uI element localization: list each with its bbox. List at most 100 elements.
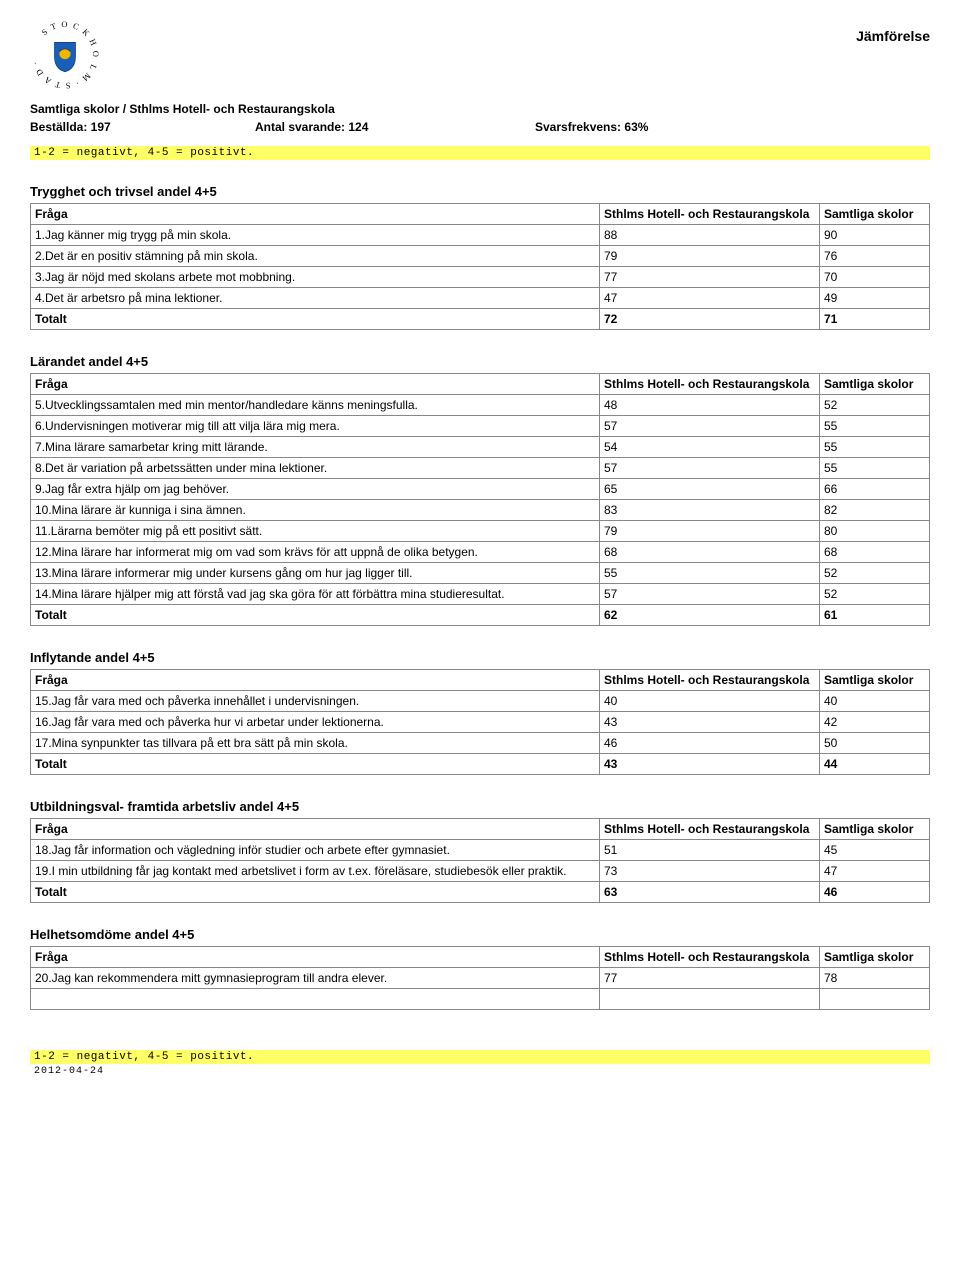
cell-question: 14.Mina lärare hjälper mig att förstå va… <box>31 584 600 605</box>
cell-empty <box>820 989 930 1010</box>
cell-question: 7.Mina lärare samarbetar kring mitt lära… <box>31 437 600 458</box>
cell-total-all: 61 <box>820 605 930 626</box>
meta-block: Samtliga skolor / Sthlms Hotell- och Res… <box>30 100 930 136</box>
cell-value-school: 47 <box>600 288 820 309</box>
meta-frequency: Svarsfrekvens: 63% <box>535 118 648 136</box>
cell-value-school: 77 <box>600 267 820 288</box>
cell-value-school: 48 <box>600 395 820 416</box>
table-row: 14.Mina lärare hjälper mig att förstå va… <box>31 584 930 605</box>
cell-question: 4.Det är arbetsro på mina lektioner. <box>31 288 600 309</box>
cell-value-all: 52 <box>820 584 930 605</box>
col-header-all: Samtliga skolor <box>820 204 930 225</box>
cell-value-all: 55 <box>820 437 930 458</box>
stockholm-logo: S T O C K H O L M · S T A D · <box>30 20 100 90</box>
legend-bar: 1-2 = negativt, 4-5 = positivt. <box>30 146 930 160</box>
cell-question: 1.Jag känner mig trygg på min skola. <box>31 225 600 246</box>
cell-question: 8.Det är variation på arbetssätten under… <box>31 458 600 479</box>
table-row: 11.Lärarna bemöter mig på ett positivt s… <box>31 521 930 542</box>
data-table: FrågaSthlms Hotell- och RestaurangskolaS… <box>30 818 930 903</box>
table-row-total: Totalt6346 <box>31 882 930 903</box>
cell-question: 17.Mina synpunkter tas tillvara på ett b… <box>31 733 600 754</box>
cell-value-all: 40 <box>820 691 930 712</box>
cell-question: 9.Jag får extra hjälp om jag behöver. <box>31 479 600 500</box>
cell-value-all: 52 <box>820 563 930 584</box>
section-title: Lärandet andel 4+5 <box>30 354 930 369</box>
cell-value-all: 49 <box>820 288 930 309</box>
col-header-school: Sthlms Hotell- och Restaurangskola <box>600 947 820 968</box>
table-row: 4.Det är arbetsro på mina lektioner.4749 <box>31 288 930 309</box>
cell-value-school: 51 <box>600 840 820 861</box>
section-title: Trygghet och trivsel andel 4+5 <box>30 184 930 199</box>
cell-total-school: 43 <box>600 754 820 775</box>
header: S T O C K H O L M · S T A D · Jämförelse <box>30 20 930 90</box>
cell-value-school: 55 <box>600 563 820 584</box>
data-table: FrågaSthlms Hotell- och RestaurangskolaS… <box>30 946 930 1010</box>
cell-value-all: 55 <box>820 458 930 479</box>
cell-total-label: Totalt <box>31 309 600 330</box>
col-header-all: Samtliga skolor <box>820 819 930 840</box>
col-header-school: Sthlms Hotell- och Restaurangskola <box>600 819 820 840</box>
cell-value-all: 45 <box>820 840 930 861</box>
cell-question: 20.Jag kan rekommendera mitt gymnasiepro… <box>31 968 600 989</box>
cell-question: 16.Jag får vara med och påverka hur vi a… <box>31 712 600 733</box>
cell-question: 6.Undervisningen motiverar mig till att … <box>31 416 600 437</box>
col-header-question: Fråga <box>31 947 600 968</box>
col-header-question: Fråga <box>31 819 600 840</box>
cell-value-school: 79 <box>600 246 820 267</box>
cell-total-all: 44 <box>820 754 930 775</box>
cell-total-label: Totalt <box>31 605 600 626</box>
cell-total-school: 63 <box>600 882 820 903</box>
table-row: 5.Utvecklingssamtalen med min mentor/han… <box>31 395 930 416</box>
col-header-question: Fråga <box>31 670 600 691</box>
section: Utbildningsval- framtida arbetsliv andel… <box>30 799 930 903</box>
cell-value-all: 47 <box>820 861 930 882</box>
cell-value-all: 68 <box>820 542 930 563</box>
cell-value-all: 55 <box>820 416 930 437</box>
col-header-school: Sthlms Hotell- och Restaurangskola <box>600 374 820 395</box>
cell-value-school: 43 <box>600 712 820 733</box>
data-table: FrågaSthlms Hotell- och RestaurangskolaS… <box>30 669 930 775</box>
cell-value-school: 57 <box>600 416 820 437</box>
legend-bar-footer: 1-2 = negativt, 4-5 = positivt. <box>30 1050 930 1064</box>
cell-value-school: 79 <box>600 521 820 542</box>
col-header-all: Samtliga skolor <box>820 670 930 691</box>
cell-question: 19.I min utbildning får jag kontakt med … <box>31 861 600 882</box>
footer: 1-2 = negativt, 4-5 = positivt. 2012-04-… <box>30 1050 930 1077</box>
table-row: 8.Det är variation på arbetssätten under… <box>31 458 930 479</box>
cell-value-school: 40 <box>600 691 820 712</box>
cell-value-school: 73 <box>600 861 820 882</box>
table-row: 20.Jag kan rekommendera mitt gymnasiepro… <box>31 968 930 989</box>
cell-question: 5.Utvecklingssamtalen med min mentor/han… <box>31 395 600 416</box>
table-row: 6.Undervisningen motiverar mig till att … <box>31 416 930 437</box>
cell-total-school: 72 <box>600 309 820 330</box>
table-row-total: Totalt6261 <box>31 605 930 626</box>
page-title: Jämförelse <box>856 20 930 44</box>
cell-total-all: 46 <box>820 882 930 903</box>
section-title: Utbildningsval- framtida arbetsliv andel… <box>30 799 930 814</box>
data-table: FrågaSthlms Hotell- och RestaurangskolaS… <box>30 373 930 626</box>
table-row: 7.Mina lärare samarbetar kring mitt lära… <box>31 437 930 458</box>
cell-question: 3.Jag är nöjd med skolans arbete mot mob… <box>31 267 600 288</box>
section: Inflytande andel 4+5FrågaSthlms Hotell- … <box>30 650 930 775</box>
table-row: 2.Det är en positiv stämning på min skol… <box>31 246 930 267</box>
section-title: Helhetsomdöme andel 4+5 <box>30 927 930 942</box>
cell-total-all: 71 <box>820 309 930 330</box>
cell-question: 13.Mina lärare informerar mig under kurs… <box>31 563 600 584</box>
cell-value-all: 50 <box>820 733 930 754</box>
table-row: 16.Jag får vara med och påverka hur vi a… <box>31 712 930 733</box>
data-table: FrågaSthlms Hotell- och RestaurangskolaS… <box>30 203 930 330</box>
col-header-all: Samtliga skolor <box>820 374 930 395</box>
table-row-total: Totalt4344 <box>31 754 930 775</box>
cell-value-school: 88 <box>600 225 820 246</box>
cell-value-school: 68 <box>600 542 820 563</box>
table-row: 17.Mina synpunkter tas tillvara på ett b… <box>31 733 930 754</box>
table-row: 13.Mina lärare informerar mig under kurs… <box>31 563 930 584</box>
cell-value-school: 57 <box>600 584 820 605</box>
table-row: 12.Mina lärare har informerat mig om vad… <box>31 542 930 563</box>
col-header-school: Sthlms Hotell- och Restaurangskola <box>600 670 820 691</box>
table-row-total: Totalt7271 <box>31 309 930 330</box>
meta-ordered: Beställda: 197 <box>30 118 255 136</box>
table-row: 10.Mina lärare är kunniga i sina ämnen.8… <box>31 500 930 521</box>
meta-responses: Antal svarande: 124 <box>255 118 535 136</box>
col-header-question: Fråga <box>31 374 600 395</box>
